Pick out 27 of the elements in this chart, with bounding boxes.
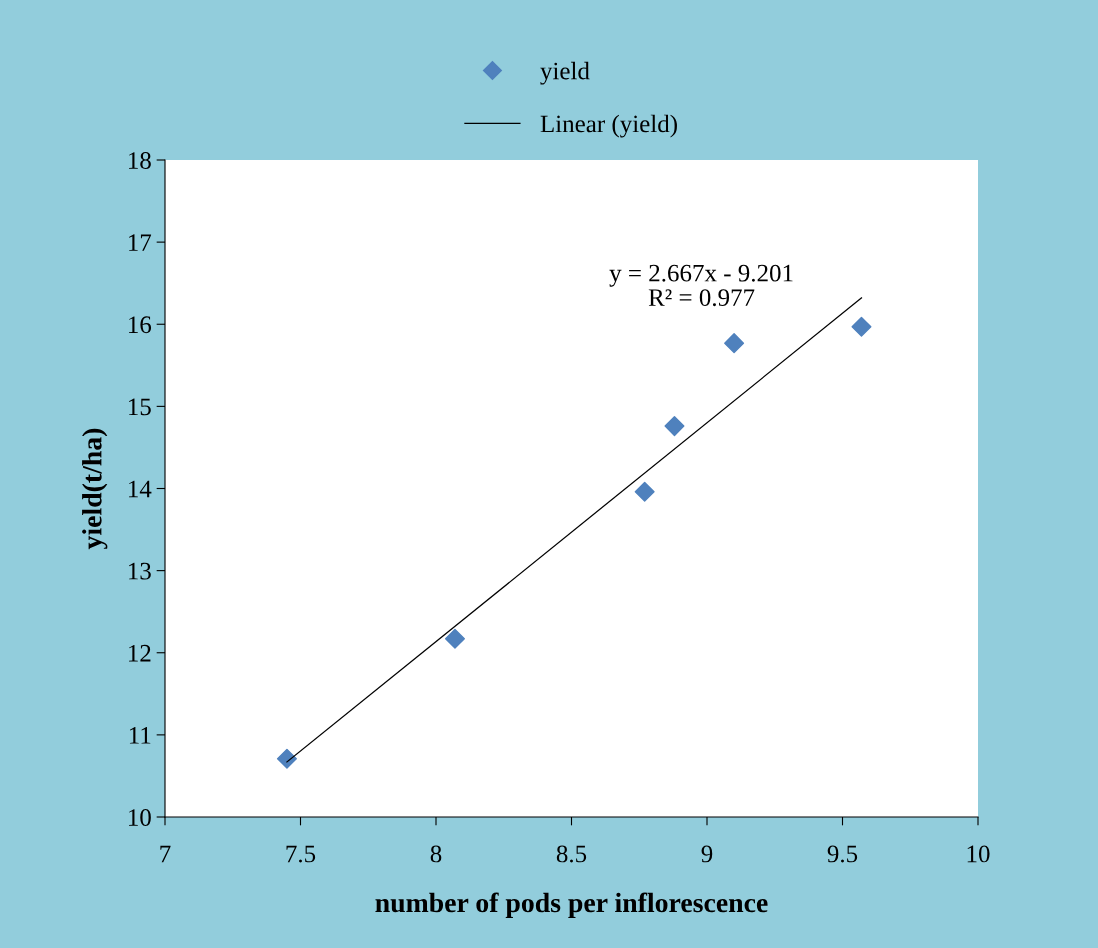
x-tick-label: 9.5 xyxy=(827,845,858,863)
y-tick-label: 16 xyxy=(129,316,152,334)
annotation: y = 2.667x - 9.201 R² = 0.977 xyxy=(609,264,793,307)
y-axis-title: yield(t/ha) xyxy=(82,428,108,550)
y-tick-label: 12 xyxy=(129,644,151,662)
x-tick-label: 10 xyxy=(967,845,990,863)
point xyxy=(664,416,685,437)
x-tick-label: 9 xyxy=(701,845,713,863)
x-tick-label: 7.5 xyxy=(286,845,316,863)
legend-label: Linear (yield) xyxy=(540,114,677,138)
y-tick-label: 18 xyxy=(129,152,151,169)
point xyxy=(851,316,872,337)
y-tick-label: 15 xyxy=(129,398,151,416)
x-tick-label: 8.5 xyxy=(556,845,587,863)
x-tick-label: 7 xyxy=(160,845,171,863)
y-tick-label: 11 xyxy=(129,727,151,744)
y-tick-label: 17 xyxy=(129,234,152,251)
point xyxy=(444,628,465,649)
point xyxy=(276,748,297,769)
y-tick-label: 13 xyxy=(129,562,151,580)
x-tick-label: 8 xyxy=(430,845,442,863)
x-axis-title: number of pods per inflorescence xyxy=(375,892,768,918)
point xyxy=(724,333,745,354)
point xyxy=(634,481,655,502)
y-tick-label: 10 xyxy=(129,809,151,826)
legend-label: yield xyxy=(540,61,590,85)
y-tick-label: 14 xyxy=(129,480,152,498)
